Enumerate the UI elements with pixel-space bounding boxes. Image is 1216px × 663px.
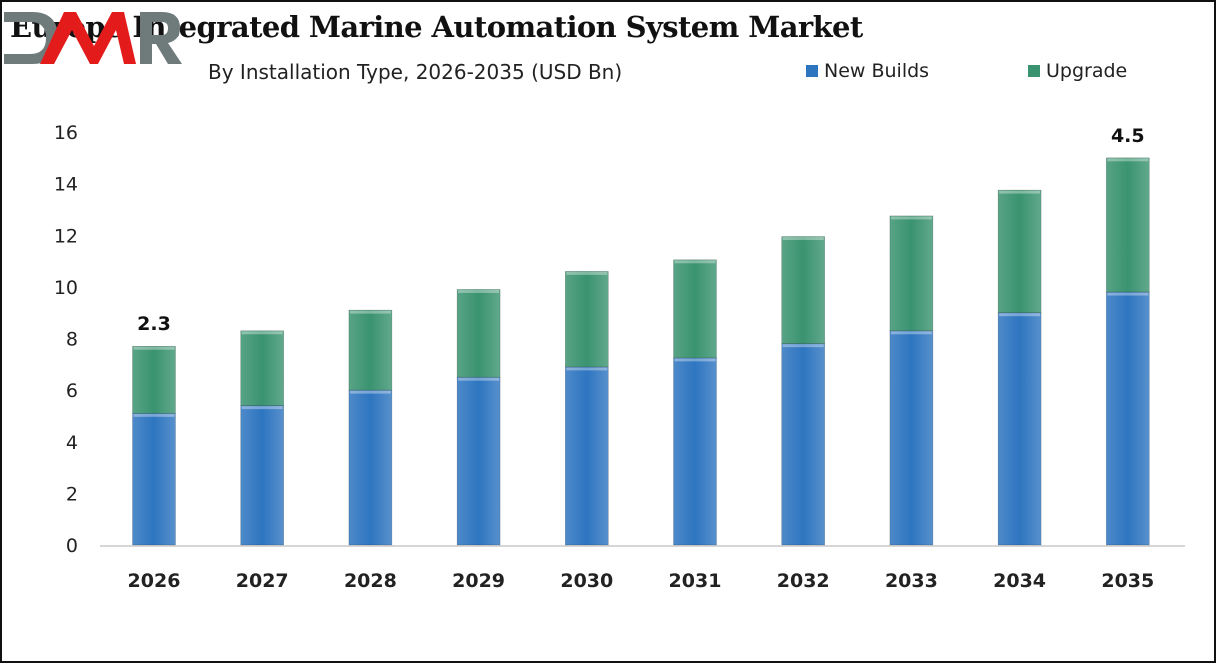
bar-upgrade [456, 289, 501, 378]
x-tick-label: 2027 [236, 570, 289, 592]
bar-new-builds [456, 376, 501, 546]
data-label: 2.3 [137, 313, 171, 335]
y-tick-label: 14 [54, 174, 78, 196]
bar-highlight [566, 271, 608, 275]
bar-highlight [133, 346, 175, 350]
data-label: 4.5 [1111, 125, 1145, 147]
y-tick-label: 8 [66, 329, 78, 351]
bar-highlight [458, 289, 500, 293]
x-tick-label: 2031 [669, 570, 722, 592]
bar-upgrade [1106, 157, 1150, 293]
bar-upgrade [781, 236, 826, 344]
legend-swatch-upgrade [1028, 65, 1040, 77]
bar-upgrade [997, 189, 1042, 313]
legend-swatch-new-builds [806, 65, 818, 77]
bar-highlight [999, 190, 1041, 194]
legend-upgrade: Upgrade [1028, 60, 1127, 82]
bar-highlight [890, 216, 932, 220]
x-tick-label: 2026 [128, 570, 181, 592]
bar-upgrade [132, 345, 176, 414]
bar-highlight [1107, 158, 1149, 162]
x-tick-label: 2034 [993, 570, 1046, 592]
bar-new-builds [1106, 291, 1150, 546]
legend-label-upgrade: Upgrade [1046, 60, 1128, 82]
legend-label-new-builds: New Builds [824, 60, 930, 82]
bar-new-builds [781, 343, 826, 546]
y-tick-label: 4 [66, 432, 78, 454]
legend-new-builds: New Builds [806, 60, 929, 82]
bar-new-builds [348, 389, 393, 546]
bar-highlight [566, 367, 608, 371]
bar-new-builds [132, 413, 176, 546]
bar-highlight [458, 377, 500, 381]
y-tick-label: 12 [54, 225, 78, 247]
bar-highlight [133, 413, 175, 417]
bar-highlight [241, 331, 283, 335]
bar-new-builds [240, 405, 284, 546]
bar-highlight [674, 260, 716, 264]
x-tick-label: 2029 [452, 570, 505, 592]
bar-upgrade [673, 259, 717, 359]
chart-subtitle: By Installation Type, 2026-2035 (USD Bn) [208, 60, 623, 84]
bar-new-builds [997, 312, 1042, 546]
bar-highlight [674, 358, 716, 362]
x-tick-label: 2033 [885, 570, 938, 592]
bar-new-builds [564, 366, 609, 546]
bar-highlight [890, 331, 932, 335]
bar-highlight [349, 390, 391, 394]
y-tick-label: 16 [54, 122, 78, 144]
bar-highlight [999, 313, 1041, 317]
y-tick-label: 6 [66, 380, 78, 402]
bar-highlight [241, 406, 283, 410]
bar-highlight [1107, 292, 1149, 296]
bar-upgrade [240, 330, 284, 406]
x-tick-label: 2028 [344, 570, 397, 592]
y-tick-label: 0 [66, 535, 78, 557]
dmr-logo [4, 12, 182, 64]
bar-upgrade [889, 215, 934, 332]
x-tick-label: 2035 [1101, 570, 1154, 592]
bar-new-builds [889, 330, 934, 546]
bar-upgrade [348, 309, 393, 391]
y-tick-label: 2 [66, 483, 78, 505]
y-tick-label: 10 [54, 277, 78, 299]
bar-new-builds [673, 357, 717, 546]
x-tick-label: 2030 [560, 570, 613, 592]
bar-highlight [349, 310, 391, 314]
bar-highlight [782, 237, 824, 241]
x-tick-label: 2032 [777, 570, 830, 592]
bar-highlight [782, 344, 824, 348]
bar-upgrade [564, 271, 609, 368]
